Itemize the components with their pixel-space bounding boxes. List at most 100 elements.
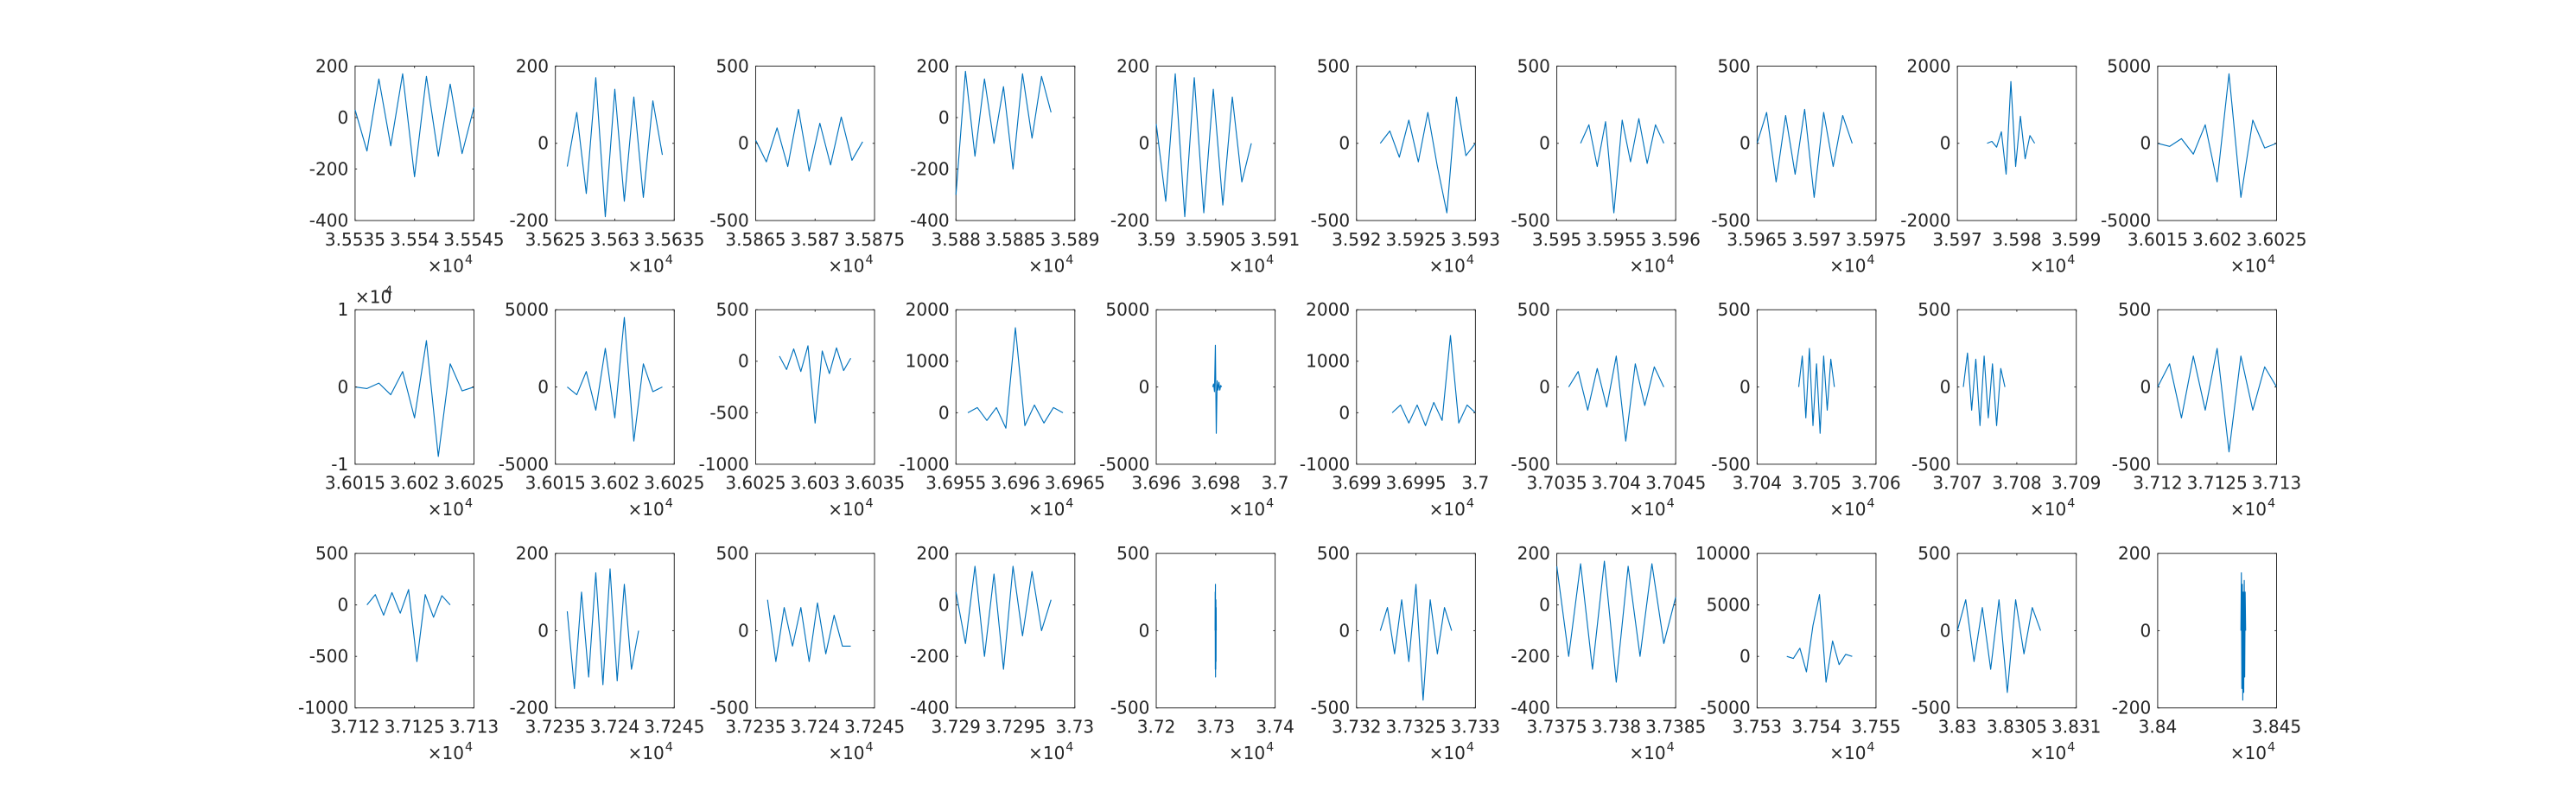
x-exponent: 4 [1466, 253, 1474, 267]
x-exponent: 4 [2067, 497, 2075, 511]
y-tick-label: -200 [910, 158, 950, 179]
subplot: 3.5625 3.563 3.5635 -200 0 200 ×10 4 [510, 55, 705, 276]
x-tick-label: 3.729 [932, 716, 981, 737]
y-tick-label: 0 [2140, 133, 2151, 154]
signal-line [779, 345, 852, 424]
x-tick-label: 3.704 [1592, 473, 1641, 494]
y-tick-label: -500 [1711, 454, 1750, 475]
x-tick-label: 3.7 [1461, 473, 1489, 494]
x-exponent-base: ×10 [1028, 255, 1065, 276]
subplot: 3.712 3.7125 3.713 -1000 -500 0 500 ×10 4 [298, 543, 499, 763]
x-exponent: 4 [1065, 740, 1073, 754]
x-tick-label: 3.8305 [1987, 716, 2047, 737]
subplot: 3.7235 3.724 3.7245 -200 0 200 ×10 4 [510, 543, 705, 763]
y-tick-label: 5000 [1707, 595, 1751, 616]
axes-box [1956, 65, 2077, 221]
x-exponent-base: ×10 [828, 255, 864, 276]
x-exponent-base: ×10 [2230, 743, 2267, 763]
signal-line [2157, 348, 2277, 453]
x-tick-label: 3.5885 [985, 229, 1046, 250]
y-tick-label: 0 [1539, 133, 1550, 154]
y-tick-label: 200 [1517, 543, 1550, 564]
x-exponent-base: ×10 [2230, 499, 2267, 520]
y-tick-label: 200 [315, 55, 348, 76]
y-tick-label: -500 [1511, 210, 1550, 231]
x-tick-label: 3.597 [1791, 229, 1841, 250]
y-tick-label: 2000 [1306, 299, 1350, 320]
x-tick-label: 3.738 [1592, 716, 1641, 737]
x-tick-label: 3.7035 [1526, 473, 1587, 494]
axes-box [1356, 309, 1476, 465]
y-tick-label: 0 [537, 620, 549, 641]
x-tick-label: 3.7235 [725, 716, 786, 737]
x-exponent-base: ×10 [1429, 255, 1466, 276]
y-tick-label: 2000 [1906, 55, 1950, 76]
x-tick-label: 3.84 [2139, 716, 2178, 737]
x-exponent-base: ×10 [1629, 743, 1665, 763]
y-tick-label: -500 [709, 402, 749, 423]
subplot: 3.59 3.5905 3.591 -200 0 200 ×10 4 [1110, 55, 1300, 276]
x-tick-label: 3.73 [1055, 716, 1094, 737]
subplot: 3.7235 3.724 3.7245 -500 0 500 ×10 4 [709, 543, 905, 763]
x-exponent-base: ×10 [1829, 743, 1866, 763]
subplot: 3.707 3.708 3.709 -500 0 500 ×10 4 [1911, 299, 2101, 520]
x-tick-label: 3.587 [791, 229, 840, 250]
x-tick-label: 3.588 [932, 229, 981, 250]
y-tick-label: 0 [1539, 376, 1550, 397]
x-tick-label: 3.755 [1851, 716, 1900, 737]
y-tick-label: 0 [1339, 620, 1350, 641]
signal-line [1956, 599, 2041, 693]
y-tick-label: -200 [1511, 646, 1550, 667]
subplot: 3.729 3.7295 3.73 -400 -200 0 200 ×10 4 [910, 543, 1094, 763]
x-exponent-base: ×10 [1429, 499, 1466, 520]
y-tick-label: -500 [309, 646, 349, 667]
subplot: 3.7035 3.704 3.7045 -500 0 500 ×10 4 [1511, 299, 1706, 520]
y-tick-label: -500 [1911, 698, 1951, 718]
y-exponent-base: ×10 [355, 287, 391, 308]
y-tick-label: -500 [1311, 698, 1351, 718]
y-tick-label: 0 [738, 351, 749, 372]
x-exponent-base: ×10 [828, 743, 864, 763]
x-tick-label: 3.602 [2192, 229, 2242, 250]
axes-box [1956, 552, 2077, 709]
x-tick-label: 3.5965 [1727, 229, 1787, 250]
signal-line [1556, 560, 1676, 683]
signal-line [2157, 73, 2277, 198]
y-tick-label: 0 [938, 595, 950, 616]
y-tick-label: 500 [1918, 299, 1950, 320]
x-tick-label: 3.696 [1131, 473, 1180, 494]
subplot: 3.72 3.73 3.74 -500 0 500 ×10 4 [1110, 543, 1294, 763]
x-exponent-base: ×10 [1229, 743, 1265, 763]
x-exponent: 4 [1867, 740, 1874, 754]
x-exponent-base: ×10 [1629, 499, 1665, 520]
y-tick-label: -400 [1511, 698, 1550, 718]
x-exponent-base: ×10 [2030, 499, 2066, 520]
y-tick-label: 0 [1339, 133, 1350, 154]
subplot: 3.6015 3.602 3.6025 -5000 0 5000 ×10 4 [499, 299, 705, 520]
x-tick-label: 3.724 [590, 716, 639, 737]
x-exponent-base: ×10 [428, 743, 464, 763]
x-exponent: 4 [465, 253, 473, 267]
y-tick-label: -1000 [899, 454, 949, 475]
x-tick-label: 3.59 [1137, 229, 1176, 250]
x-exponent: 4 [1065, 253, 1073, 267]
x-tick-label: 3.713 [449, 716, 499, 737]
x-tick-label: 3.6015 [2128, 229, 2188, 250]
signal-line [955, 70, 1052, 195]
signal-line [366, 589, 451, 662]
x-exponent: 4 [2268, 497, 2275, 511]
x-exponent: 4 [1266, 253, 1274, 267]
x-tick-label: 3.705 [1791, 473, 1841, 494]
x-exponent: 4 [665, 740, 673, 754]
x-tick-label: 3.707 [1932, 473, 1981, 494]
x-exponent: 4 [1867, 253, 1874, 267]
x-tick-label: 3.7375 [1526, 716, 1587, 737]
x-tick-label: 3.831 [2051, 716, 2101, 737]
x-exponent: 4 [465, 740, 473, 754]
x-tick-label: 3.5925 [1386, 229, 1447, 250]
x-tick-label: 3.7295 [985, 716, 1046, 737]
x-tick-label: 3.602 [590, 473, 639, 494]
x-tick-label: 3.7235 [525, 716, 586, 737]
x-tick-label: 3.5545 [443, 229, 504, 250]
